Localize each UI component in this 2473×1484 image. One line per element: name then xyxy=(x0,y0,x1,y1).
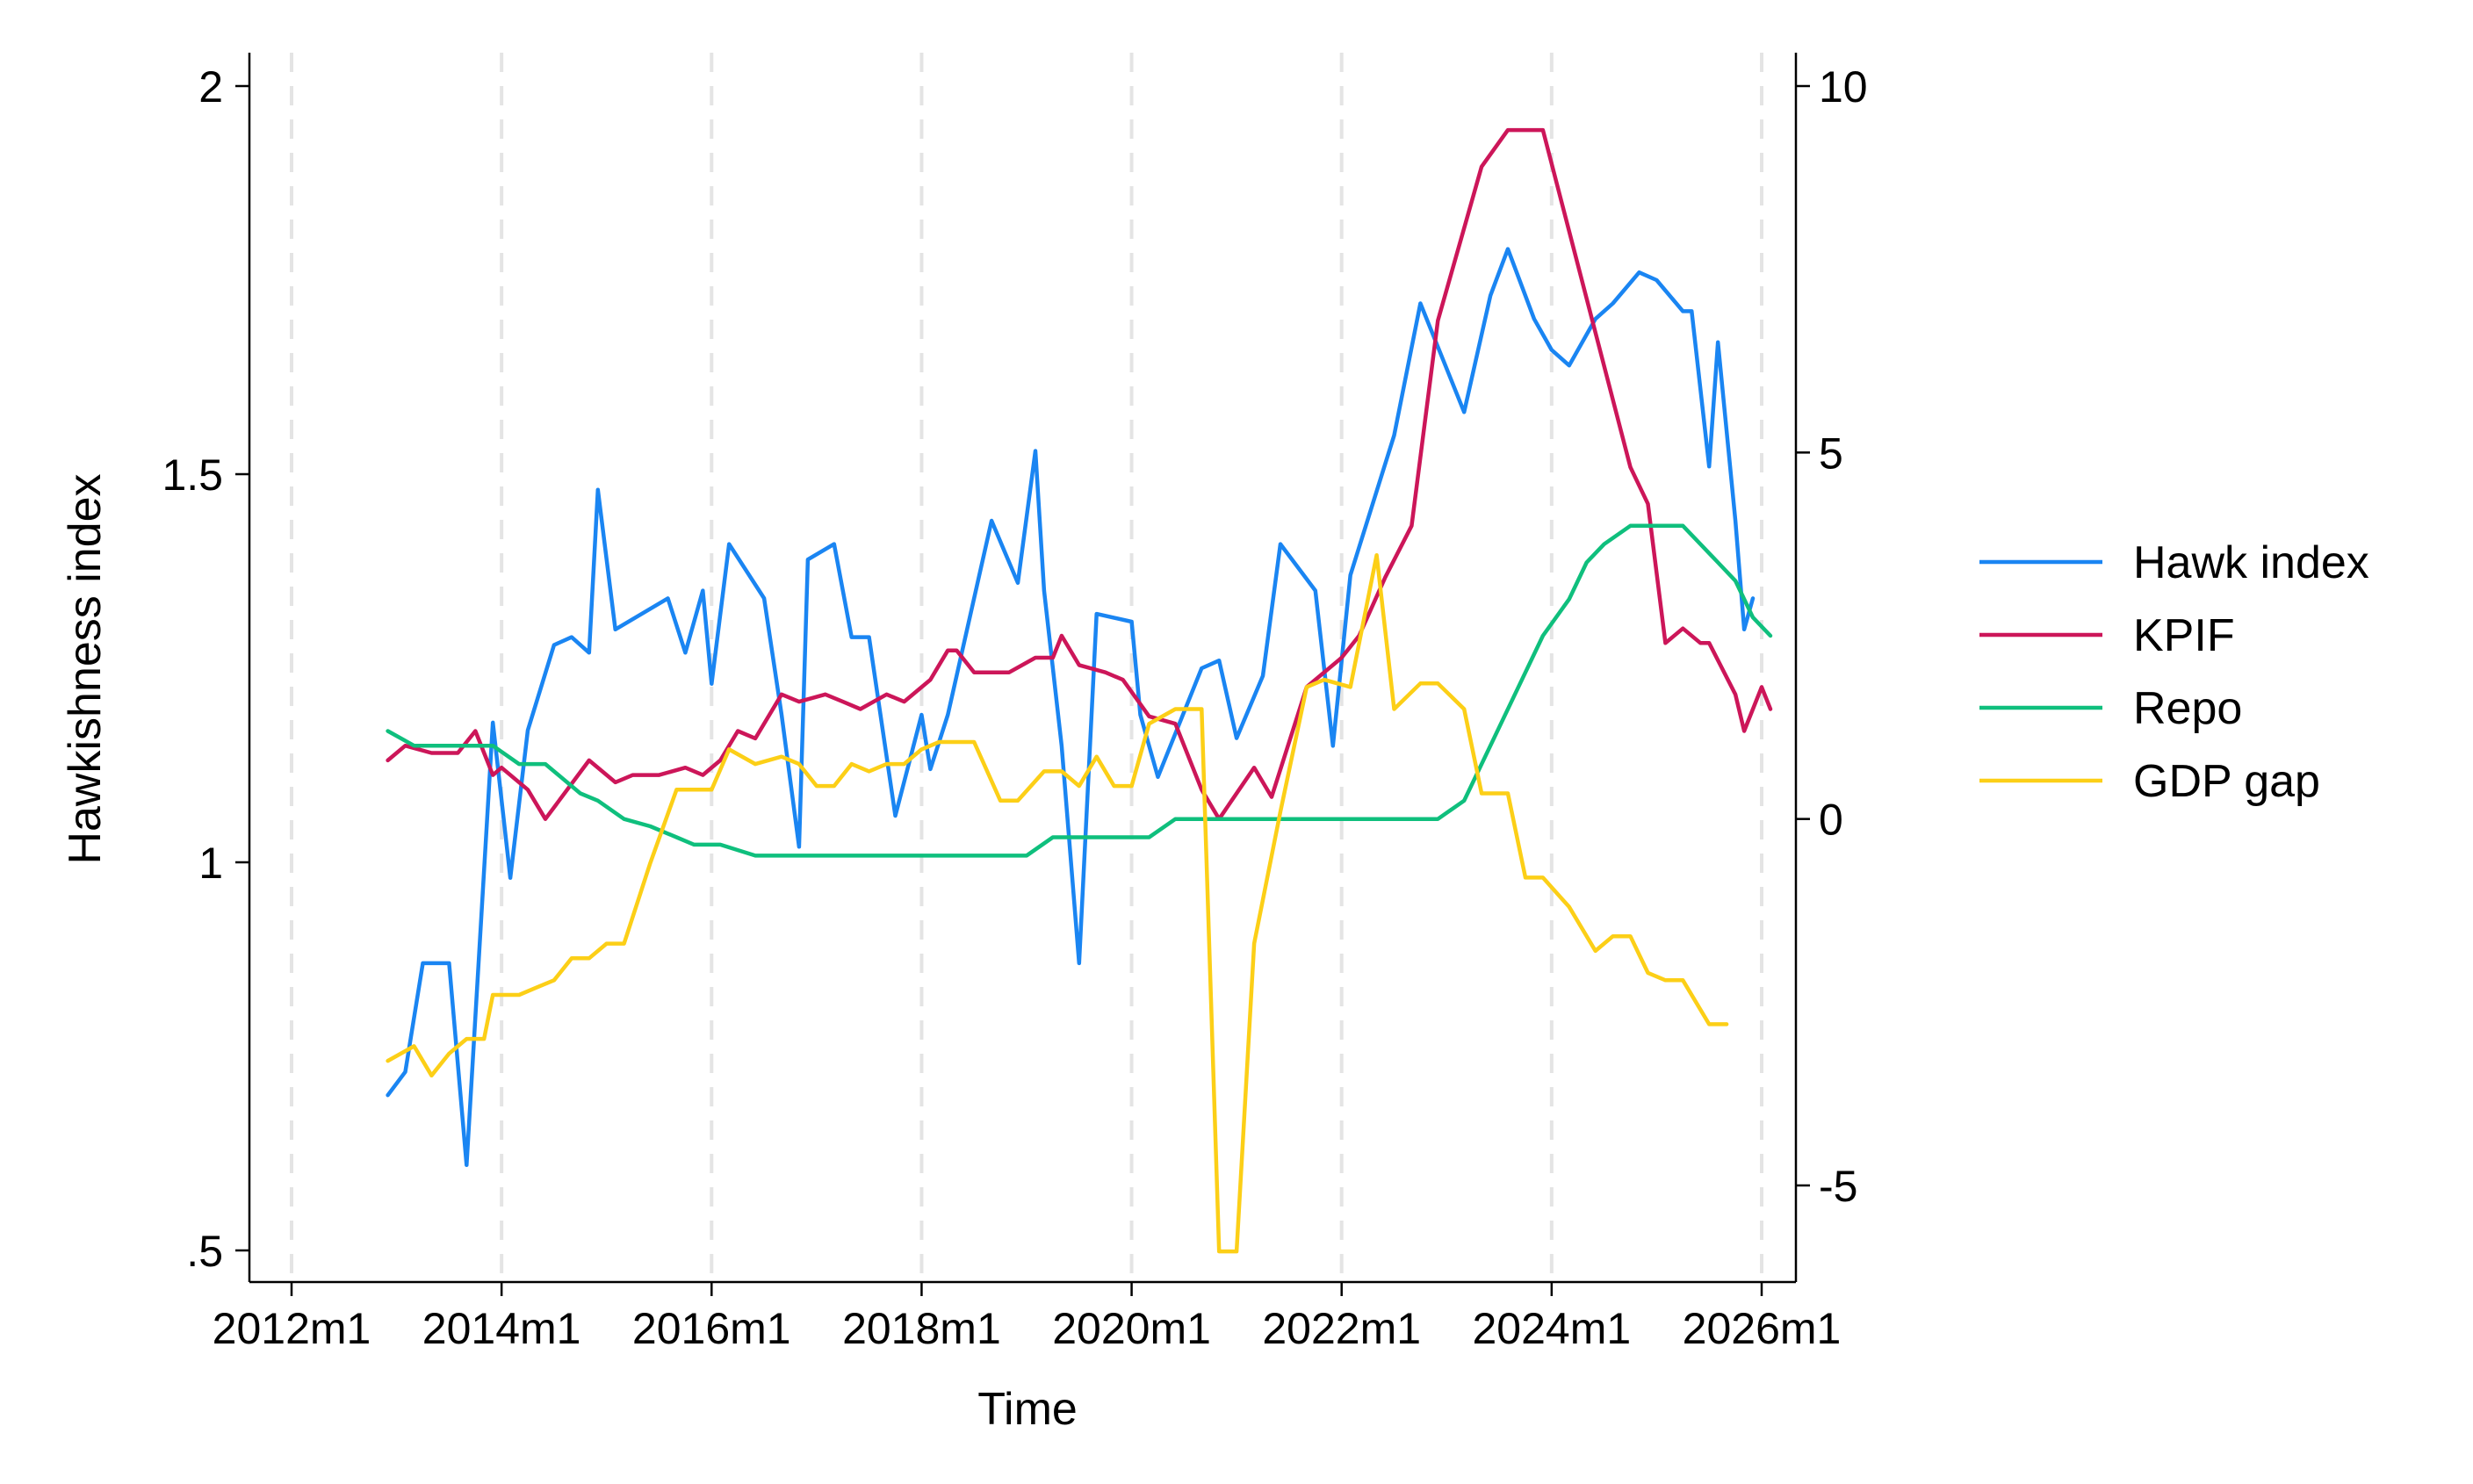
y-right-tick-label: 0 xyxy=(1819,796,1843,845)
y-left-tick-label: .5 xyxy=(186,1227,223,1276)
y-right-tick-label: -5 xyxy=(1819,1162,1857,1211)
legend-label-kpif: KPIF xyxy=(2133,610,2235,661)
legend-label-hawk-index: Hawk index xyxy=(2133,537,2369,588)
series-line-kpif xyxy=(386,127,1773,821)
y-axis-left-title: Hawkishness index xyxy=(60,473,111,864)
x-tick-label: 2026m1 xyxy=(1683,1304,1842,1353)
x-tick-label: 2024m1 xyxy=(1473,1304,1632,1353)
y-left-tick-label: 1.5 xyxy=(162,450,223,500)
y-right-tick-label: 5 xyxy=(1819,429,1843,478)
series-line-gdp-gap xyxy=(386,552,1729,1254)
series-line-hawk-index xyxy=(386,247,1756,1168)
y-left-tick-label: 1 xyxy=(198,839,223,888)
x-axis-title: Time xyxy=(977,1384,1078,1435)
series-layer xyxy=(386,127,1773,1254)
series-line-repo xyxy=(386,523,1773,858)
legend-label-gdp-gap: GDP gap xyxy=(2133,756,2320,807)
x-tick-label: 2022m1 xyxy=(1262,1304,1421,1353)
x-tick-label: 2020m1 xyxy=(1052,1304,1211,1353)
x-tick-label: 2016m1 xyxy=(632,1304,791,1353)
legend-label-repo: Repo xyxy=(2133,683,2242,734)
legend: Hawk index KPIF Repo GDP gap xyxy=(1979,537,2369,807)
x-tick-label: 2012m1 xyxy=(213,1304,371,1353)
y-right-tick-label: 10 xyxy=(1819,62,1868,112)
x-tick-label: 2018m1 xyxy=(842,1304,1001,1353)
y-left-tick-label: 2 xyxy=(198,62,223,112)
axes: .5 1 1.5 2 -5 0 5 10 2012m1 2014m1 2016m1 2018m1 202… xyxy=(162,53,1868,1353)
x-tick-label: 2014m1 xyxy=(422,1304,581,1353)
